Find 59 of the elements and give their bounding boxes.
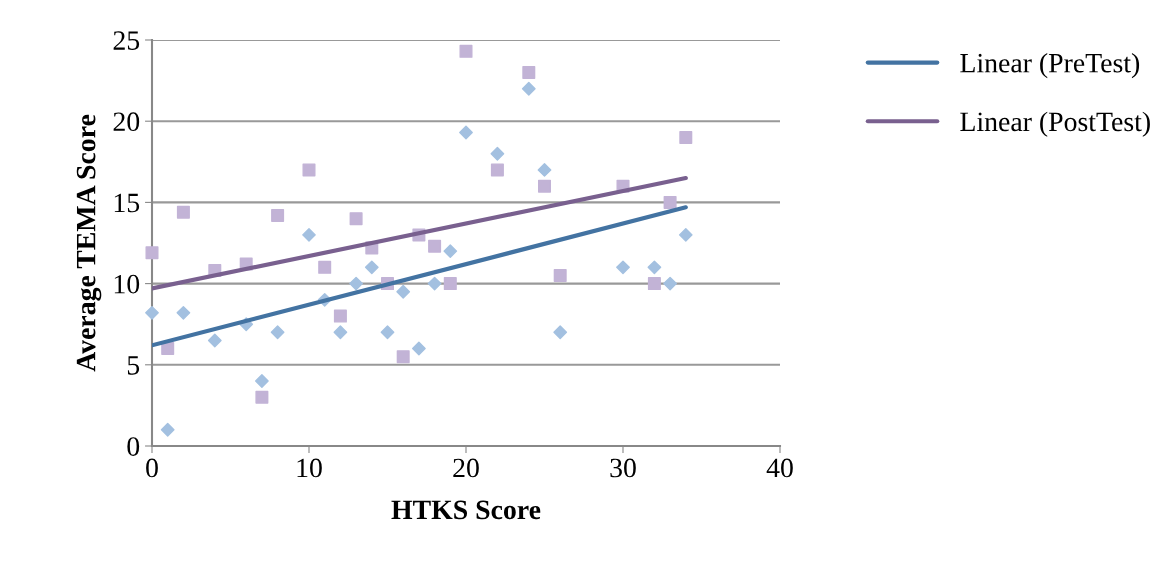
- legend-label: Linear (PostTest): [960, 111, 1150, 137]
- point: [443, 244, 458, 259]
- point: [443, 277, 457, 291]
- point: [427, 276, 442, 291]
- point: [364, 260, 379, 275]
- point: [271, 208, 285, 222]
- point: [679, 130, 693, 144]
- point: [349, 276, 364, 291]
- x-tick-label: 20: [453, 458, 479, 478]
- point: [160, 422, 175, 437]
- x-tick-label: 30: [610, 458, 636, 478]
- point: [522, 65, 536, 79]
- point: [302, 163, 316, 177]
- point: [490, 163, 504, 177]
- point: [255, 390, 269, 404]
- y-axis-title: Average TEMA Score: [76, 114, 102, 372]
- point: [333, 325, 348, 340]
- point: [396, 350, 410, 364]
- point: [537, 163, 552, 177]
- point: [553, 325, 568, 340]
- point: [145, 305, 159, 320]
- x-tick-label: 0: [146, 458, 158, 478]
- point: [207, 333, 222, 348]
- point: [176, 205, 190, 219]
- point: [459, 125, 473, 140]
- y-tick-label: 25: [113, 31, 140, 50]
- point: [459, 44, 473, 58]
- point: [537, 179, 552, 193]
- y-tick-label: 15: [114, 193, 140, 213]
- point: [553, 268, 567, 282]
- point: [678, 227, 693, 242]
- y-tick-label: 0: [127, 437, 140, 456]
- point: [380, 325, 395, 340]
- point: [490, 146, 505, 161]
- x-tick-label: 40: [766, 458, 793, 478]
- point: [647, 260, 662, 275]
- point: [396, 284, 411, 299]
- point: [428, 239, 442, 253]
- y-tick-label: 5: [127, 356, 140, 375]
- point: [521, 81, 536, 96]
- y-tick-label: 10: [114, 274, 140, 294]
- x-axis-title: HTKS Score: [391, 500, 541, 520]
- point: [145, 246, 159, 260]
- point: [411, 341, 426, 356]
- x-tick-label: 10: [297, 458, 322, 478]
- point: [663, 276, 678, 291]
- point: [302, 227, 316, 242]
- point: [616, 260, 630, 275]
- point: [254, 374, 269, 388]
- legend-label: Linear (PreTest): [960, 52, 1140, 79]
- point: [647, 277, 661, 291]
- y-tick-label: 20: [113, 112, 140, 132]
- point: [663, 195, 677, 209]
- point: [333, 309, 347, 323]
- point: [161, 342, 175, 356]
- point: [176, 305, 191, 320]
- point: [318, 260, 332, 274]
- point: [270, 325, 285, 340]
- point: [349, 212, 363, 226]
